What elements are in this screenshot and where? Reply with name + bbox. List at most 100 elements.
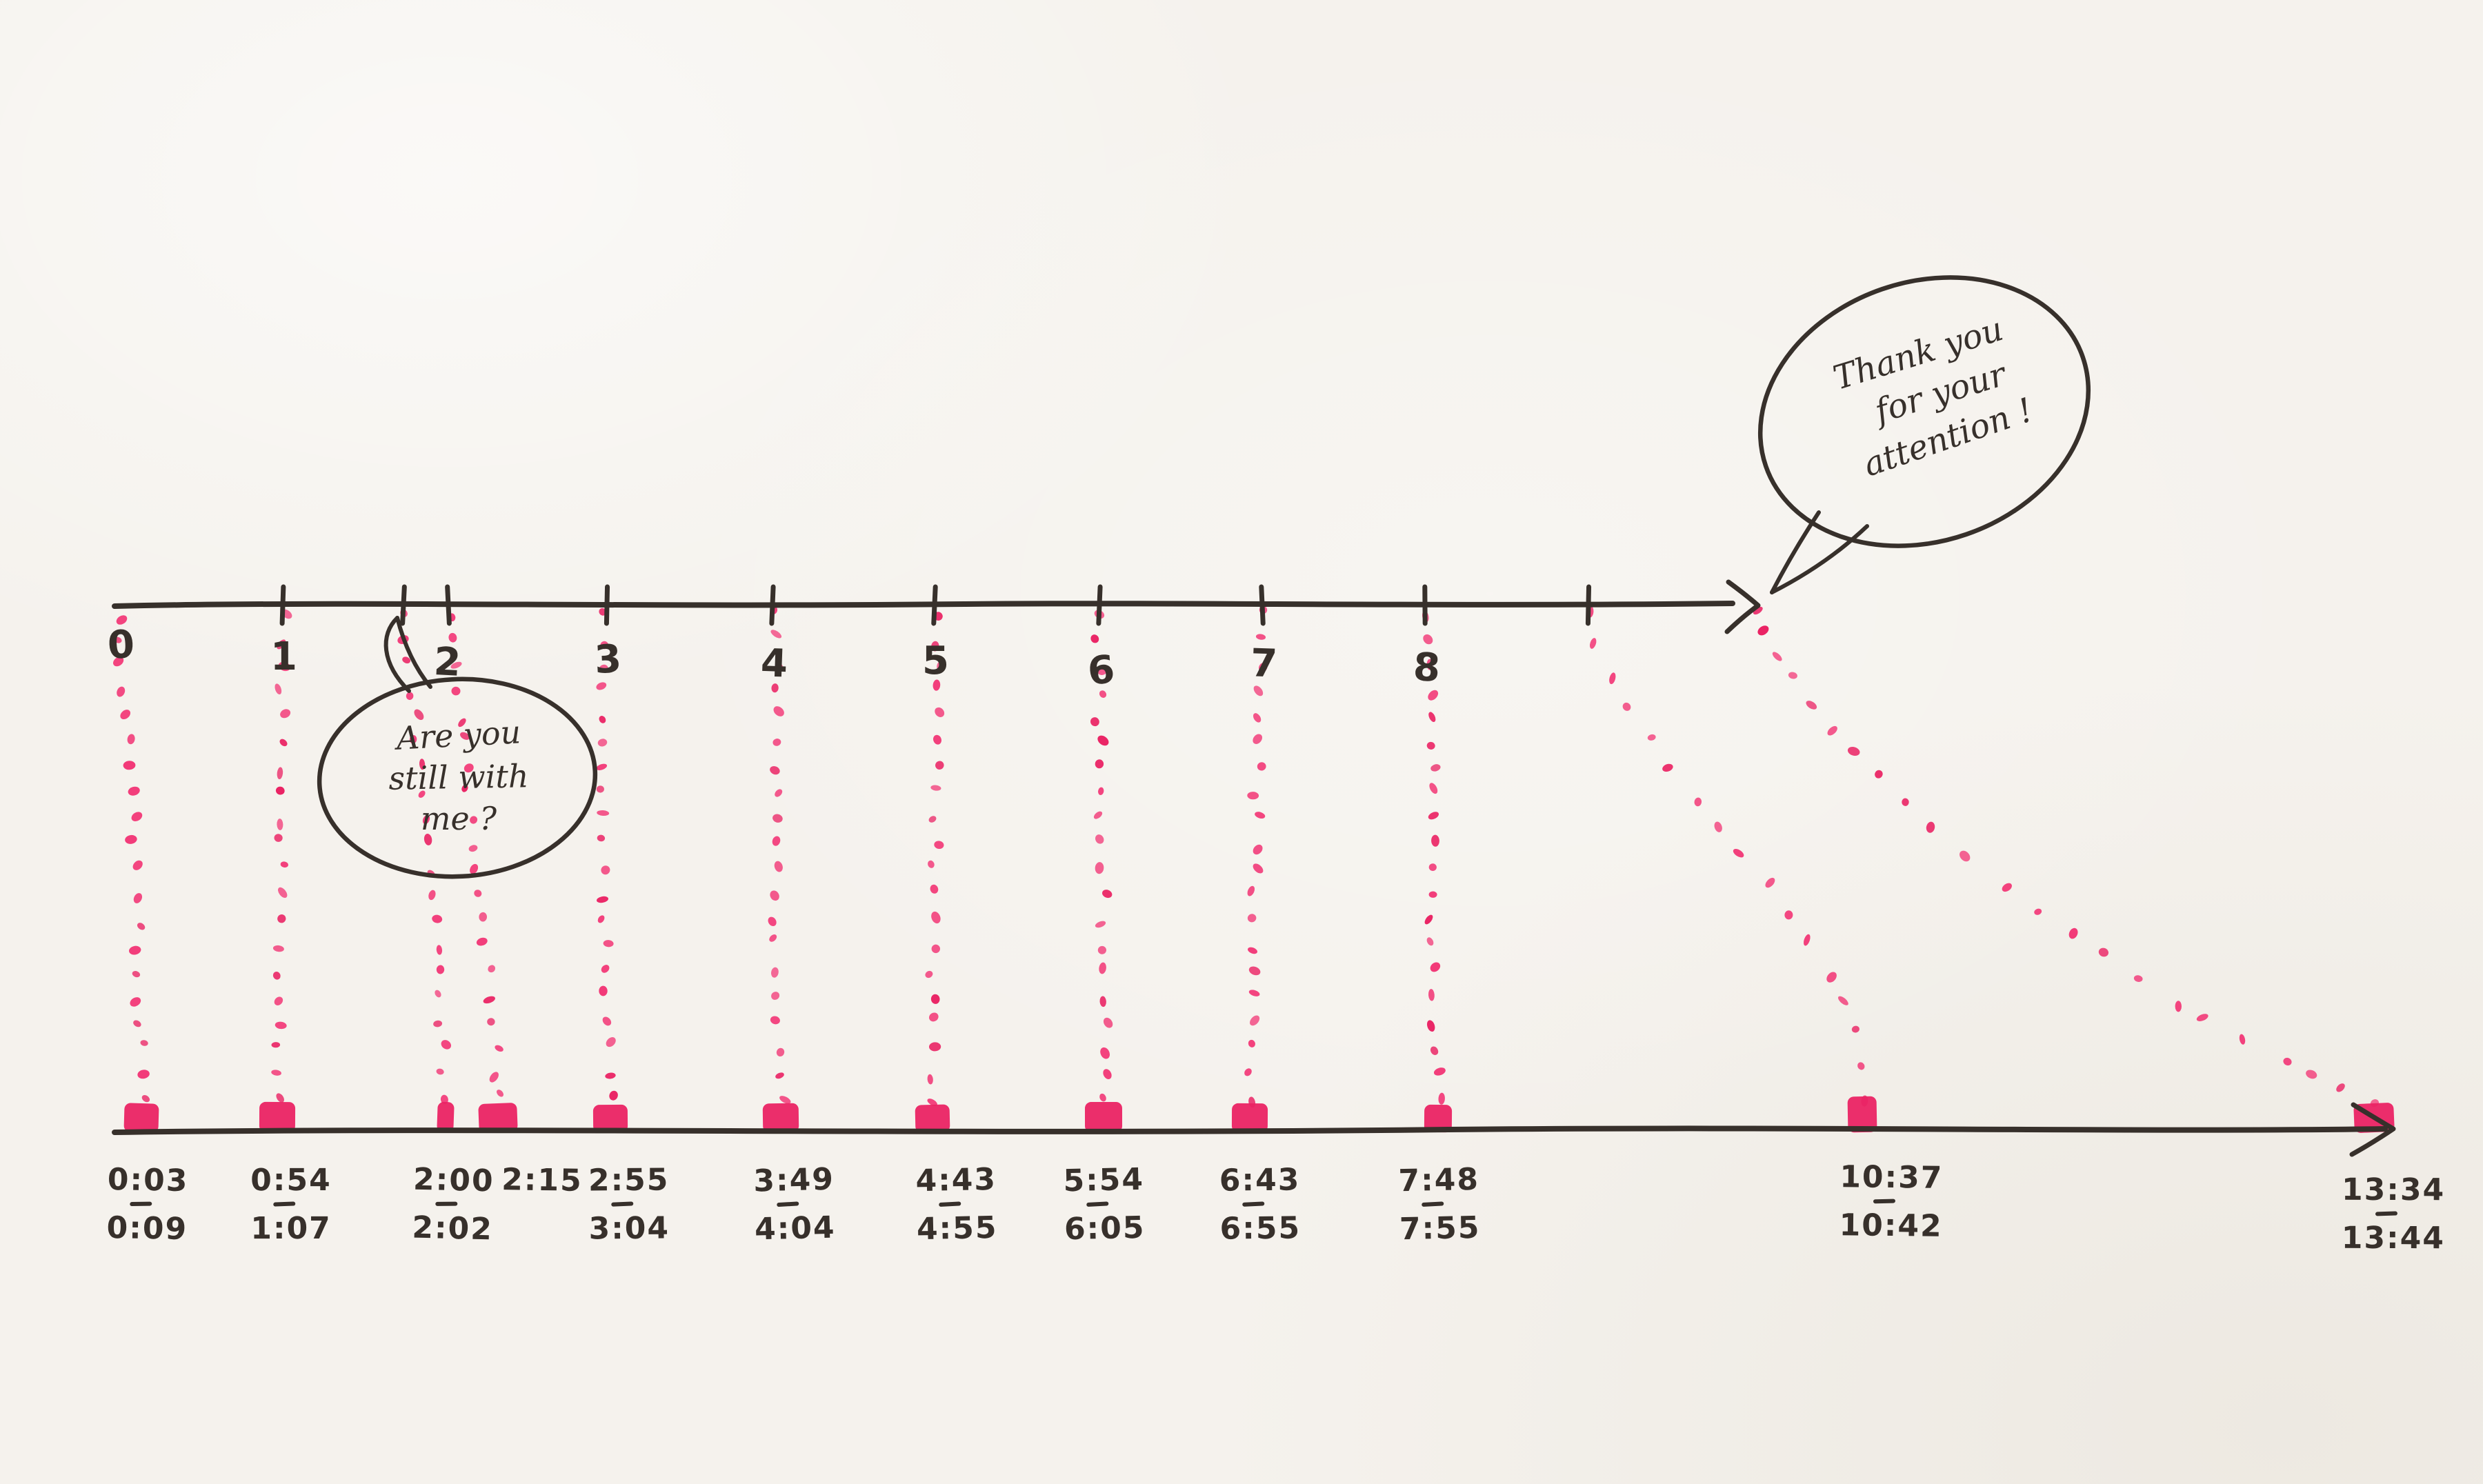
connector-dot bbox=[133, 893, 143, 903]
connector-dot bbox=[436, 965, 445, 974]
connector-dot bbox=[2175, 1001, 2182, 1012]
connector-dot bbox=[1253, 685, 1264, 696]
connector-dot bbox=[1662, 763, 1673, 772]
speech-bubble-2-outline bbox=[1757, 275, 2091, 548]
connector-dot bbox=[120, 710, 131, 720]
connector-dot bbox=[436, 1068, 444, 1075]
connector-dot bbox=[933, 679, 941, 691]
top-axis-tick bbox=[931, 584, 938, 626]
connector-dot bbox=[1757, 625, 1769, 636]
connector-dot bbox=[1253, 734, 1263, 744]
connector-dot bbox=[1247, 914, 1257, 923]
connector-dot bbox=[597, 739, 608, 747]
connector-dot bbox=[930, 785, 941, 791]
connector-dot bbox=[271, 1042, 281, 1048]
connector-dot bbox=[132, 860, 143, 870]
connector-dot bbox=[1253, 844, 1263, 855]
connector-dot bbox=[137, 1070, 150, 1079]
connector-dot bbox=[774, 861, 783, 872]
highlight-mark bbox=[1231, 1103, 1268, 1133]
bubble-1-line: me ? bbox=[420, 800, 497, 838]
top-axis-tick bbox=[1259, 584, 1266, 626]
connector-dot bbox=[1430, 962, 1441, 972]
speech-bubble-2-tail bbox=[1770, 524, 1869, 594]
connector-dot bbox=[934, 841, 944, 850]
highlight-mark bbox=[123, 1103, 159, 1133]
connector-dot bbox=[1428, 812, 1439, 820]
speech-bubble-2-tail bbox=[1770, 510, 1821, 594]
connector-dot bbox=[130, 997, 141, 1007]
highlight-mark bbox=[437, 1101, 455, 1133]
top-axis-tick bbox=[604, 584, 610, 626]
connector-dot bbox=[1430, 1046, 1439, 1055]
connector-dot bbox=[137, 923, 146, 930]
highlight-mark bbox=[259, 1101, 296, 1133]
connector-dot bbox=[600, 641, 609, 650]
bottom-axis-arrow-icon bbox=[2349, 1102, 2396, 1157]
connector-dot bbox=[1253, 713, 1262, 723]
connector-dot bbox=[776, 1047, 785, 1057]
connector-dot bbox=[1095, 834, 1104, 844]
connector-dot bbox=[450, 661, 462, 669]
connector-dot bbox=[2133, 975, 2143, 982]
connector-dot bbox=[489, 1072, 499, 1083]
connector-dot bbox=[1100, 1047, 1110, 1059]
connector-dot bbox=[279, 739, 288, 747]
connector-dot bbox=[770, 890, 779, 901]
connector-dot bbox=[1424, 914, 1433, 925]
connector-dot bbox=[1248, 966, 1261, 976]
connector-dot bbox=[1960, 850, 1971, 862]
connector-dot bbox=[1428, 690, 1439, 701]
connector-dot bbox=[1253, 863, 1264, 874]
connector-dot bbox=[1733, 849, 1744, 858]
connector-dot bbox=[277, 767, 283, 779]
connector-dot bbox=[1097, 945, 1106, 954]
connector-dot bbox=[409, 735, 417, 744]
connector-dot bbox=[928, 860, 935, 868]
connector-dot bbox=[1428, 989, 1435, 1001]
connector-dot bbox=[278, 887, 288, 898]
top-axis-arrow-icon bbox=[1724, 579, 1761, 634]
connector-dot bbox=[1090, 717, 1099, 727]
connector-dot bbox=[123, 761, 136, 770]
connector-dot bbox=[1426, 659, 1433, 670]
connector-dot bbox=[768, 916, 777, 927]
top-axis-ticks bbox=[279, 584, 1592, 626]
top-axis-line bbox=[112, 601, 1735, 609]
connector-dot bbox=[1753, 606, 1763, 615]
connector-dot bbox=[275, 786, 285, 795]
connector-dot bbox=[1847, 746, 1860, 756]
connector-dot bbox=[1095, 921, 1106, 928]
connector-dot bbox=[436, 945, 443, 955]
connector-dot bbox=[1431, 834, 1439, 847]
bottom-axis-line bbox=[112, 1125, 2388, 1135]
connector-dot bbox=[141, 1094, 150, 1103]
top-axis-tick bbox=[1096, 584, 1103, 626]
connector-dot bbox=[414, 709, 424, 721]
connector-dot bbox=[487, 1018, 495, 1026]
connector-dot bbox=[113, 656, 124, 667]
top-axis-tick bbox=[279, 584, 286, 626]
connector-dot bbox=[930, 994, 940, 1004]
connector-dot bbox=[1803, 934, 1811, 946]
connector-dot bbox=[1102, 890, 1113, 899]
speech-bubble-1-outline bbox=[317, 676, 598, 879]
connector-dot bbox=[1806, 701, 1817, 710]
connector-dot bbox=[597, 834, 606, 842]
connector-dot bbox=[128, 945, 141, 955]
connector-dot bbox=[2283, 1057, 2292, 1066]
connector-dot bbox=[1097, 735, 1109, 746]
connector-dot bbox=[133, 1020, 141, 1027]
ink-layer bbox=[112, 275, 2396, 1157]
connector-dot bbox=[775, 789, 783, 797]
highlight-mark bbox=[592, 1104, 628, 1133]
connector-dot bbox=[1428, 863, 1437, 872]
connector-dot bbox=[596, 682, 607, 690]
connector-dot bbox=[605, 1072, 616, 1079]
connector-dot bbox=[272, 972, 281, 980]
connector-dot bbox=[770, 766, 780, 775]
connector-dot bbox=[1772, 652, 1782, 661]
speech-bubble-1-tail bbox=[383, 616, 411, 693]
connector-dot bbox=[775, 663, 783, 671]
